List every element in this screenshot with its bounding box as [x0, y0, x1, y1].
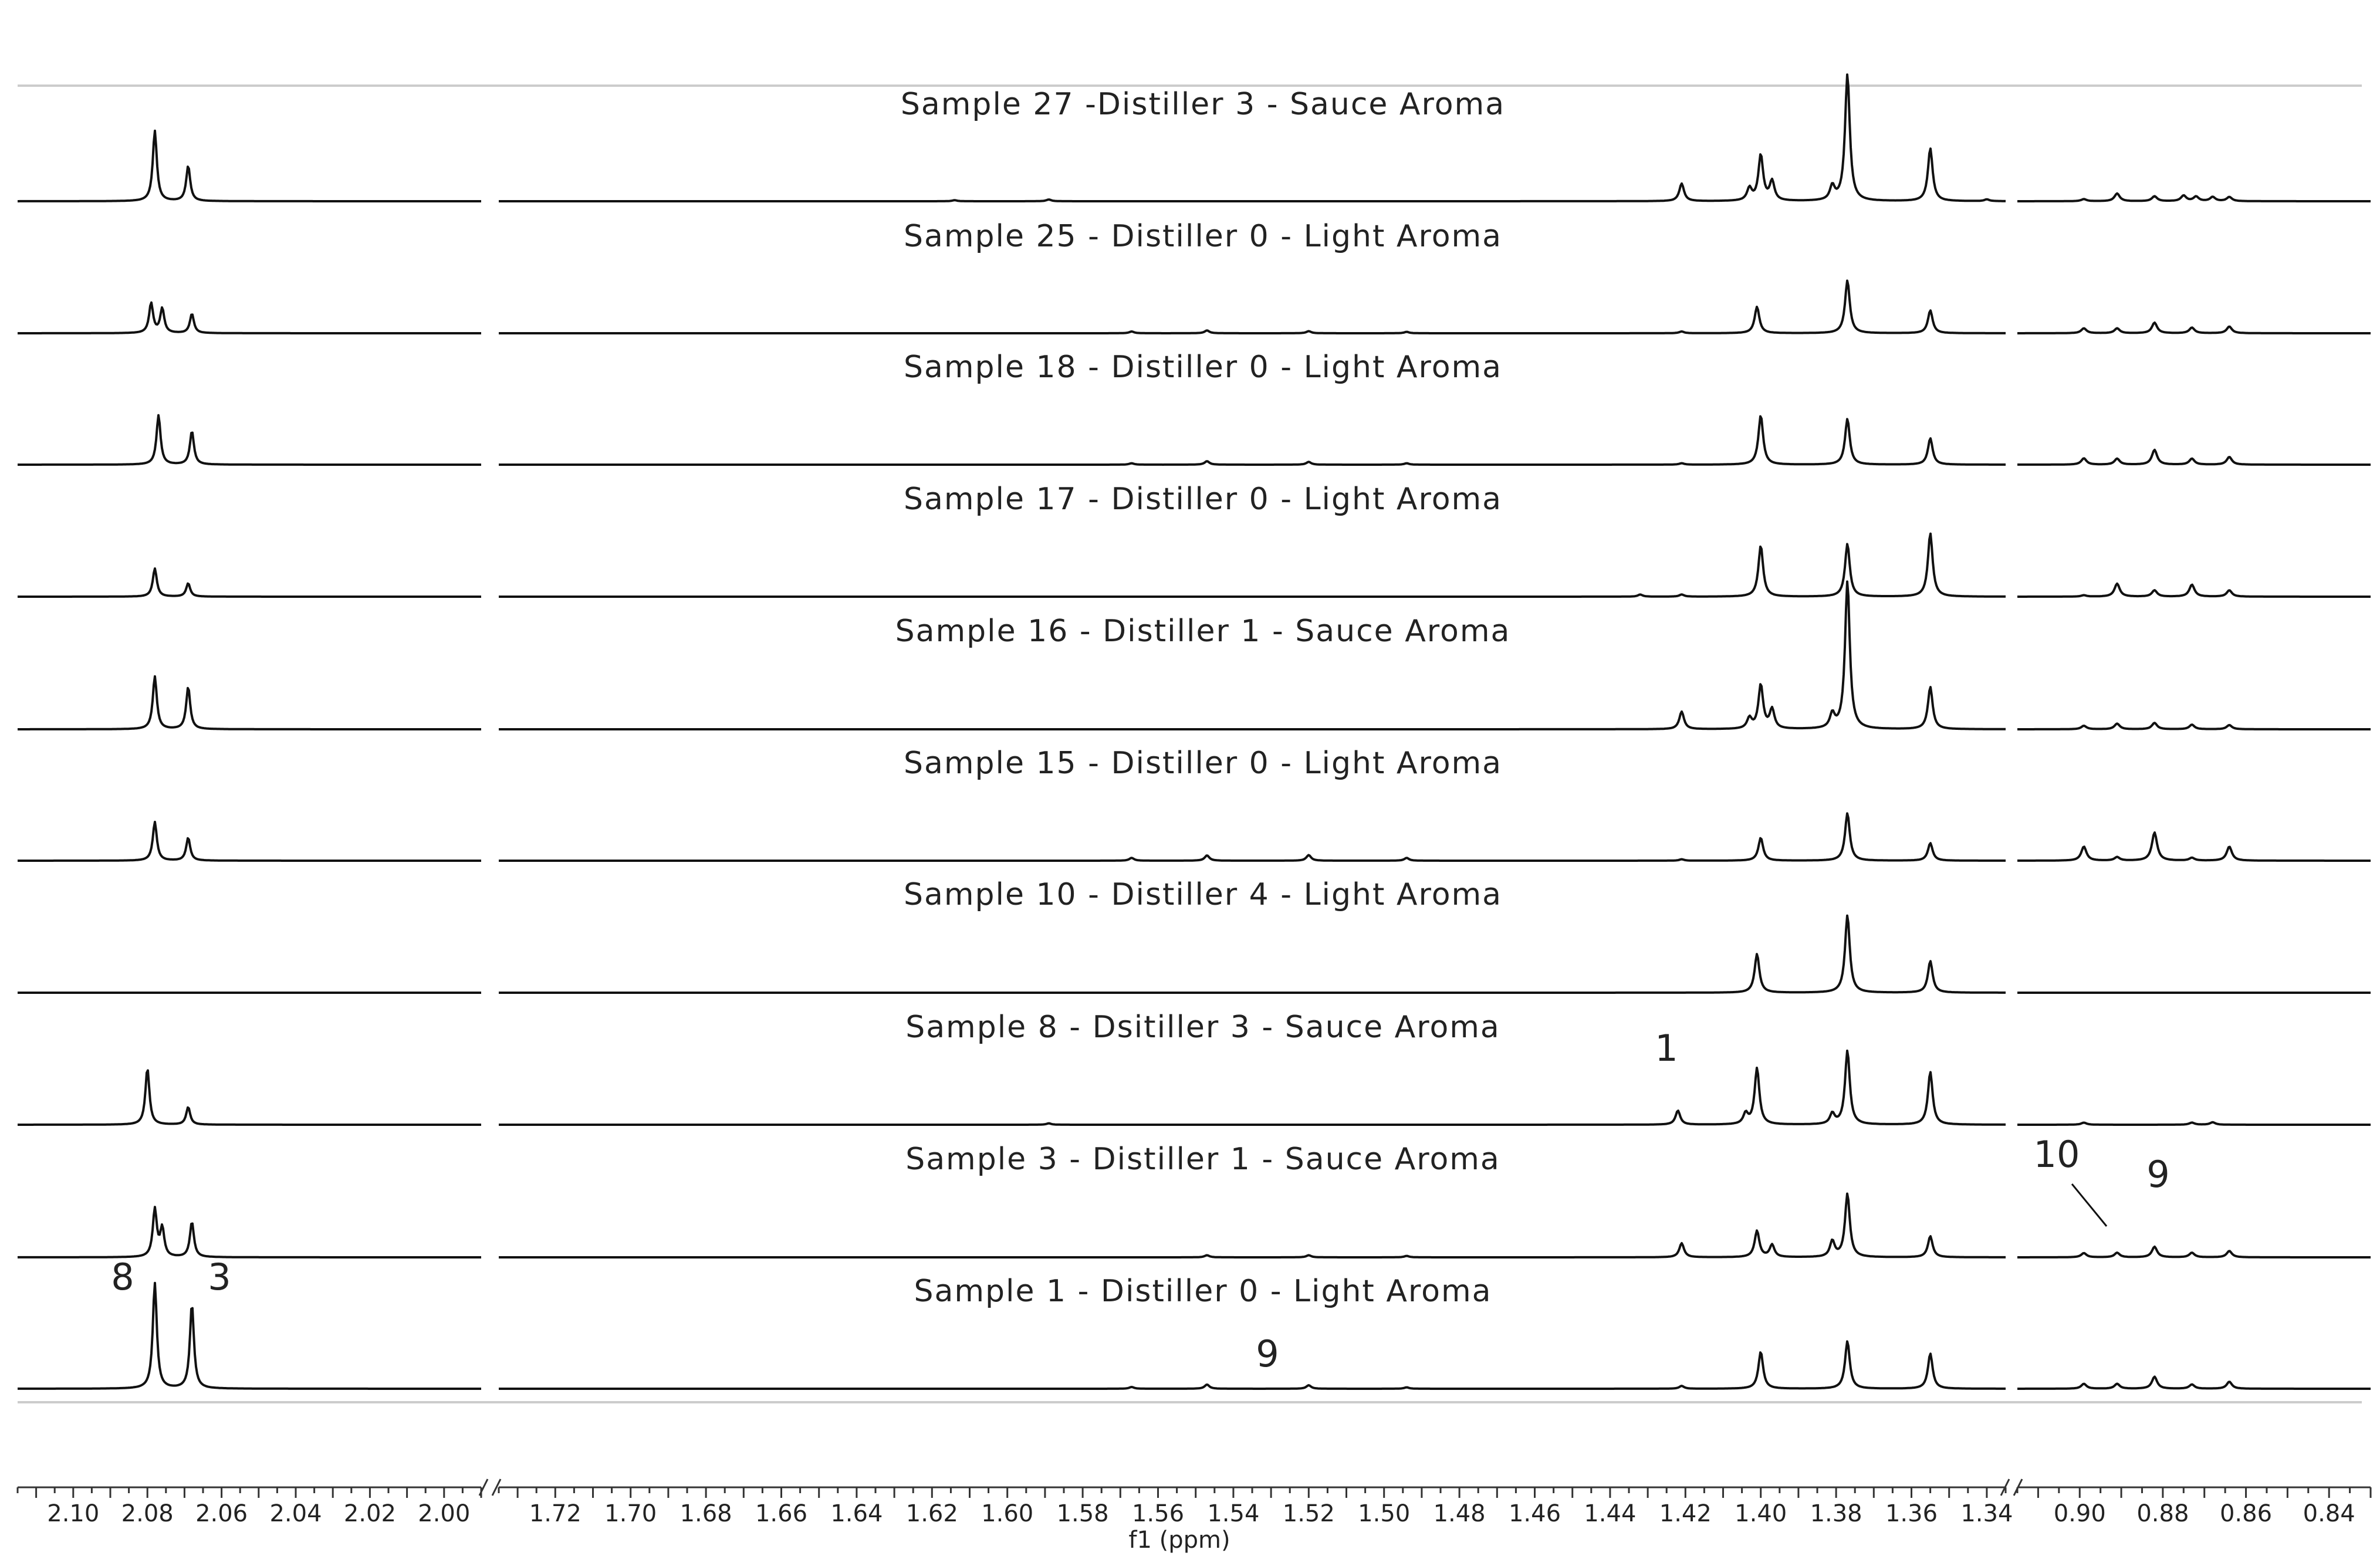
spectrum-trace-middle-sample-16-distiller-1-sauce-aroma [499, 580, 2006, 730]
sample-label-sample-16-distiller-1-sauce-aroma: Sample 16 - Distiller 1 - Sauce Aroma [895, 614, 1511, 649]
spectrum-trace-left-sample-16-distiller-1-sauce-aroma [18, 675, 481, 730]
tick-label-middle: 1.52 [1283, 1500, 1335, 1527]
sample-labels-layer: Sample 27 -Distiller 3 - Sauce Aroma Samp… [895, 87, 1511, 1309]
spectrum-sample-10-distiller-4-light-aroma [18, 914, 2371, 994]
tick-label-left: 2.00 [418, 1500, 470, 1527]
tick-label-middle: 1.50 [1358, 1500, 1410, 1527]
spectrum-trace-middle-sample-3-distiller-1-sauce-aroma [499, 1192, 2006, 1258]
sample-label-sample-25-distiller-0-light-aroma: Sample 25 - Distiller 0 - Light Aroma [904, 219, 1502, 254]
sample-label-sample-1-distiller-0-light-aroma: Sample 1 - Distiller 0 - Light Aroma [914, 1274, 1492, 1309]
annotation-leader-line [2071, 1183, 2108, 1227]
spectrum-trace-middle-sample-18-distiller-0-light-aroma [499, 415, 2006, 466]
tick-label-middle: 1.58 [1057, 1500, 1109, 1527]
spectrum-trace-left-sample-18-distiller-0-light-aroma [18, 414, 481, 466]
peak-annotation-6: 9 [1256, 1332, 1279, 1375]
spectrum-trace-middle-sample-15-distiller-0-light-aroma [499, 812, 2006, 862]
peak-annotation-5: 3 [208, 1256, 231, 1298]
spectrum-trace-right-sample-25-distiller-0-light-aroma [2017, 321, 2371, 334]
spectrum-trace-middle-sample-10-distiller-4-light-aroma [499, 914, 2006, 994]
tick-label-middle: 1.66 [755, 1500, 807, 1527]
spectrum-sample-17-distiller-0-light-aroma [18, 532, 2371, 598]
spectrum-trace-left-sample-27-distiller-3-sauce-aroma [18, 129, 481, 202]
axis-break-mark-1 [478, 1479, 502, 1496]
spectra-layer [17, 73, 2371, 1390]
tick-label-middle: 1.48 [1434, 1500, 1486, 1527]
spectrum-trace-middle-sample-25-distiller-0-light-aroma [499, 279, 2006, 334]
sample-label-sample-17-distiller-0-light-aroma: Sample 17 - Distiller 0 - Light Aroma [904, 482, 1502, 517]
tick-label-middle: 1.72 [529, 1500, 582, 1527]
spectrum-trace-middle-sample-17-distiller-0-light-aroma [499, 532, 2006, 598]
spectrum-sample-1-distiller-0-light-aroma [18, 1281, 2371, 1390]
spectrum-trace-left-sample-25-distiller-0-light-aroma [18, 301, 481, 334]
spectrum-trace-right-sample-27-distiller-3-sauce-aroma [2017, 192, 2371, 202]
spectrum-trace-left-sample-1-distiller-0-light-aroma [18, 1281, 481, 1390]
spectrum-sample-16-distiller-1-sauce-aroma [18, 580, 2371, 730]
sample-label-sample-27-distiller-3-sauce-aroma: Sample 27 -Distiller 3 - Sauce Aroma [901, 87, 1505, 122]
sample-label-sample-18-distiller-0-light-aroma: Sample 18 - Distiller 0 - Light Aroma [904, 350, 1502, 385]
spectrum-trace-middle-sample-27-distiller-3-sauce-aroma [499, 73, 2006, 202]
tick-label-middle: 1.70 [604, 1500, 657, 1527]
spectrum-trace-right-sample-18-distiller-0-light-aroma [2017, 448, 2371, 466]
spectrum-sample-3-distiller-1-sauce-aroma [17, 1192, 2371, 1258]
peak-annotation-2: 10 [2034, 1133, 2080, 1176]
tick-label-left: 2.08 [121, 1500, 174, 1527]
spectrum-trace-left-sample-17-distiller-0-light-aroma [18, 567, 481, 598]
tick-label-middle: 1.36 [1885, 1500, 1938, 1527]
tick-label-right: 0.86 [2220, 1500, 2272, 1527]
peak-annotation-3: 9 [2146, 1153, 2169, 1196]
spectrum-sample-8-dsitiller-3-sauce-aroma [18, 1049, 2371, 1126]
spectrum-trace-right-sample-1-distiller-0-light-aroma [2017, 1375, 2371, 1390]
tick-label-right: 0.84 [2303, 1500, 2355, 1527]
axis-break-mark-2 [2000, 1479, 2023, 1496]
sample-label-sample-15-distiller-0-light-aroma: Sample 15 - Distiller 0 - Light Aroma [904, 746, 1502, 781]
tick-label-middle: 1.62 [906, 1500, 958, 1527]
tick-label-middle: 1.68 [680, 1500, 732, 1527]
tick-label-middle: 1.42 [1659, 1500, 1712, 1527]
tick-label-middle: 1.54 [1207, 1500, 1259, 1527]
tick-label-left: 2.10 [47, 1500, 99, 1527]
spectrum-trace-right-sample-3-distiller-1-sauce-aroma [2017, 1245, 2371, 1258]
spectrum-sample-18-distiller-0-light-aroma [18, 414, 2371, 466]
spectrum-trace-right-sample-8-dsitiller-3-sauce-aroma [2017, 1121, 2371, 1126]
peak-annotations-layer: 1 10 9 8 3 9 [111, 1027, 2169, 1375]
tick-label-right: 0.90 [2054, 1500, 2106, 1527]
spectrum-sample-15-distiller-0-light-aroma [18, 812, 2371, 862]
spectrum-trace-right-sample-15-distiller-0-light-aroma [2017, 831, 2371, 862]
tick-label-middle: 1.40 [1735, 1500, 1787, 1527]
spectrum-trace-right-sample-17-distiller-0-light-aroma [2017, 582, 2371, 598]
tick-label-middle: 1.46 [1509, 1500, 1561, 1527]
spectrum-trace-middle-sample-8-dsitiller-3-sauce-aroma [499, 1049, 2006, 1126]
spectrum-trace-right-sample-16-distiller-1-sauce-aroma [2017, 722, 2371, 730]
tick-label-middle: 1.44 [1584, 1500, 1636, 1527]
x-axis-title: f1 (ppm) [1128, 1527, 1230, 1554]
tick-label-middle: 1.38 [1810, 1500, 1862, 1527]
tick-label-left: 2.04 [269, 1500, 322, 1527]
tick-label-middle: 1.64 [830, 1500, 883, 1527]
peak-annotation-4: 8 [111, 1256, 134, 1298]
tick-label-middle: 1.56 [1132, 1500, 1184, 1527]
tick-label-left: 2.06 [195, 1500, 248, 1527]
sample-label-sample-3-distiller-1-sauce-aroma: Sample 3 - Distiller 1 - Sauce Aroma [905, 1142, 1500, 1177]
spectrum-sample-25-distiller-0-light-aroma [18, 279, 2371, 334]
spectrum-trace-left-sample-15-distiller-0-light-aroma [18, 820, 481, 862]
spectrum-sample-27-distiller-3-sauce-aroma [18, 73, 2371, 202]
tick-label-left: 2.02 [344, 1500, 396, 1527]
sample-label-sample-8-dsitiller-3-sauce-aroma: Sample 8 - Dsitiller 3 - Sauce Aroma [905, 1010, 1500, 1045]
tick-label-right: 0.88 [2136, 1500, 2189, 1527]
spectrum-trace-left-sample-3-distiller-1-sauce-aroma [17, 1206, 481, 1258]
sample-label-sample-10-distiller-4-light-aroma: Sample 10 - Distiller 4 - Light Aroma [904, 877, 1502, 912]
x-axis: 2.10 2.08 2.06 2.04 2.02 2.00 1.72 1.70 1.68 1.66… [16, 1479, 2372, 1554]
spectrum-trace-middle-sample-1-distiller-0-light-aroma [499, 1340, 2006, 1390]
spectrum-trace-left-sample-8-dsitiller-3-sauce-aroma [18, 1069, 481, 1126]
tick-label-middle: 1.34 [1960, 1500, 2013, 1527]
peak-annotation-1: 1 [1655, 1027, 1678, 1070]
tick-label-middle: 1.60 [981, 1500, 1033, 1527]
